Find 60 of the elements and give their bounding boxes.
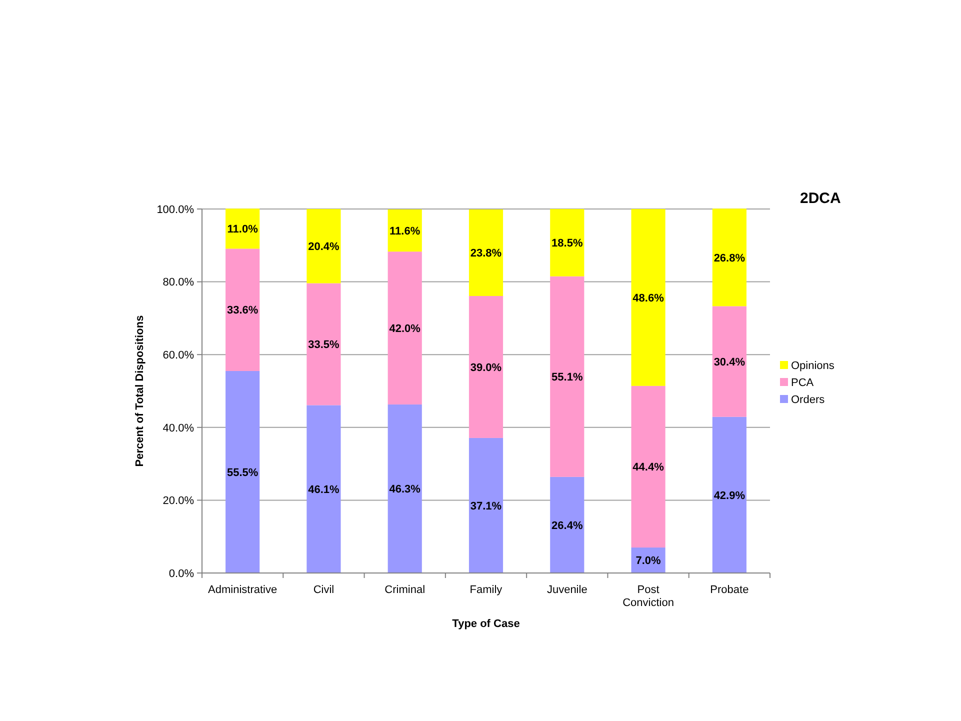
data-label: 26.8% xyxy=(714,252,746,264)
bar xyxy=(388,209,422,252)
bar xyxy=(388,404,422,573)
data-label: 55.1% xyxy=(552,371,583,384)
x-tick-label: Juvenile xyxy=(546,584,588,596)
data-label: 44.4% xyxy=(632,462,664,474)
bar xyxy=(226,370,260,573)
x-tick-label: Probate xyxy=(710,584,749,596)
data-label: 11.0% xyxy=(227,224,258,236)
y-tick-label: 100.0% xyxy=(156,204,194,216)
bar xyxy=(550,209,584,276)
x-tick-label: Post Conviction xyxy=(622,584,674,609)
bar xyxy=(712,208,746,306)
bar xyxy=(631,386,666,548)
data-label: 48.6% xyxy=(632,292,664,304)
bar xyxy=(306,283,341,406)
data-label: 33.5% xyxy=(308,339,340,352)
bar xyxy=(468,209,504,296)
data-label: 30.4% xyxy=(714,356,746,368)
data-label: 46.3% xyxy=(389,484,421,496)
y-tick-label: 0.0% xyxy=(168,568,194,580)
bar xyxy=(388,252,422,404)
data-label: 42.0% xyxy=(389,322,421,335)
data-label: 11.6% xyxy=(390,225,420,238)
data-label: 37.1% xyxy=(470,500,502,512)
bar xyxy=(306,209,341,284)
bar xyxy=(306,405,341,573)
bar xyxy=(550,276,584,477)
legend-label: PCA xyxy=(791,376,814,389)
data-label: 46.1% xyxy=(308,484,340,496)
bar xyxy=(631,209,666,386)
bar xyxy=(468,438,504,573)
data-label: 33.6% xyxy=(226,304,258,317)
x-tick-label: Family xyxy=(470,584,503,596)
bar xyxy=(226,248,260,371)
bar xyxy=(468,296,504,438)
bar xyxy=(550,476,584,573)
data-label: 39.0% xyxy=(470,362,502,374)
y-tick-label: 80.0% xyxy=(162,276,194,289)
data-label: 18.5% xyxy=(552,238,583,250)
data-label: 26.4% xyxy=(552,520,583,532)
legend-label: Opinions xyxy=(791,360,835,372)
bar xyxy=(226,208,260,249)
x-tick-label: Criminal xyxy=(384,584,426,596)
legend-label: Orders xyxy=(791,394,826,406)
data-label: 23.8% xyxy=(470,248,502,260)
y-tick-label: 60.0% xyxy=(162,349,194,362)
data-label: 55.5% xyxy=(226,466,258,479)
data-label: 7.0% xyxy=(636,555,662,568)
data-label: 42.9% xyxy=(714,490,746,502)
y-axis-title: Percent of Total Dispositions xyxy=(134,315,146,467)
bar xyxy=(712,306,746,417)
x-tick-label: Administrative xyxy=(208,584,278,596)
x-axis-title: Type of Case xyxy=(452,618,520,630)
y-tick-label: 20.0% xyxy=(162,495,194,508)
data-label: 20.4% xyxy=(308,240,340,253)
bar xyxy=(712,416,746,573)
x-tick-label: Civil xyxy=(313,584,334,596)
y-tick-label: 40.0% xyxy=(162,422,194,434)
text: 2DCA xyxy=(800,190,842,207)
